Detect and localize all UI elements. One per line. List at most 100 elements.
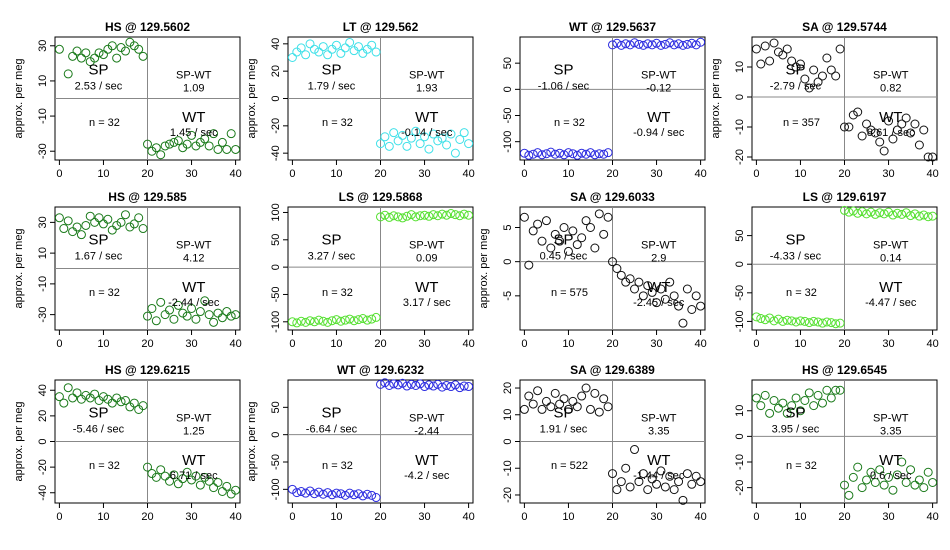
data-point-sp (98, 219, 108, 229)
data-point-sp (795, 59, 805, 69)
data-point-wt (696, 37, 706, 47)
data-point-wt (165, 305, 175, 315)
data-point-wt (914, 140, 924, 150)
data-point-sp (550, 149, 560, 159)
data-point-sp (822, 317, 832, 327)
data-point-wt (442, 210, 452, 220)
data-point-wt (897, 209, 907, 219)
chart-title: WT @ 129.5637 (569, 20, 656, 34)
x-tick-label: 10 (330, 511, 342, 523)
sp-wt-value: 0.82 (880, 83, 901, 95)
sp-wt-label: SP-WT (873, 70, 909, 82)
data-point-wt (665, 38, 675, 48)
chart-panel-6: LS @ 129.5868 0 10 20 30 40 -100 -50 0 50 100 SP 3.2… (270, 190, 475, 350)
wt-rate: -1.44 / sec (633, 470, 685, 482)
data-point-wt (222, 307, 232, 317)
wt-rate: -0.94 / sec (633, 127, 685, 139)
data-point-wt (204, 141, 214, 151)
y-tick-label: -50 (734, 285, 746, 301)
data-point-wt (857, 207, 867, 217)
x-tick-label: 20 (838, 338, 850, 350)
data-point-wt (848, 472, 858, 482)
data-point-sp (599, 149, 609, 159)
data-point-wt (888, 134, 898, 144)
data-point-wt (195, 307, 205, 317)
n-count: n = 32 (89, 287, 120, 299)
y-tick-label: -30 (37, 307, 49, 323)
data-point-wt (840, 205, 849, 215)
data-point-wt (643, 281, 653, 291)
data-point-sp (116, 217, 126, 227)
data-point-sp (817, 71, 827, 81)
data-point-sp (76, 53, 86, 63)
data-point-sp (791, 393, 801, 403)
data-point-sp (309, 317, 319, 327)
data-point-wt (678, 495, 688, 505)
data-point-wt (621, 463, 631, 473)
data-point-sp (59, 224, 69, 234)
data-point-sp (314, 315, 324, 325)
data-point-wt (638, 291, 648, 301)
x-tick-label: 20 (606, 511, 618, 523)
data-point-sp (765, 313, 775, 323)
data-point-sp (590, 243, 600, 253)
data-point-wt (411, 212, 421, 222)
y-tick-label: -10 (734, 119, 746, 135)
data-point-wt (897, 119, 907, 129)
y-tick-label: -100 (270, 478, 282, 500)
data-point-wt (647, 40, 657, 50)
data-point-sp (559, 394, 569, 404)
wt-rate: 1.45 / sec (170, 127, 218, 139)
data-point-wt (892, 208, 902, 218)
data-point-sp (362, 315, 372, 325)
data-point-sp (546, 402, 556, 412)
sp-wt-label: SP-WT (176, 413, 212, 425)
data-point-sp (125, 222, 135, 232)
x-tick-label: 10 (562, 338, 574, 350)
data-point-sp (782, 315, 792, 325)
sp-label: SP (88, 405, 108, 422)
data-point-wt (209, 317, 219, 327)
data-point-wt (608, 40, 617, 50)
data-point-wt (656, 40, 666, 50)
data-point-wt (380, 210, 390, 220)
data-point-wt (169, 314, 179, 324)
data-point-wt (231, 144, 241, 154)
wt-rate: 0.6 / sec (870, 470, 912, 482)
sp-wt-label: SP-WT (873, 240, 909, 252)
data-point-wt (389, 128, 399, 138)
x-tick-label: 0 (521, 338, 527, 350)
y-tick-label: -50 (502, 108, 514, 124)
data-point-wt (442, 140, 452, 150)
y-tick-label: -20 (734, 480, 746, 496)
data-point-wt (656, 284, 666, 294)
data-point-sp (367, 490, 377, 500)
y-tick-label: 40 (37, 384, 49, 396)
data-point-wt (420, 132, 430, 142)
data-point-sp (835, 44, 845, 54)
data-point-sp (572, 402, 582, 412)
data-point-sp (358, 314, 368, 324)
data-point-sp (594, 149, 604, 159)
data-point-wt (147, 303, 157, 313)
data-point-wt (464, 139, 474, 149)
data-point-sp (585, 148, 595, 158)
data-point-sp (765, 408, 775, 418)
data-point-sp (314, 47, 324, 57)
data-point-sp (804, 388, 814, 398)
data-point-wt (151, 143, 161, 153)
chart-title: HS @ 129.6545 (802, 363, 887, 377)
data-point-wt (660, 294, 670, 304)
data-point-sp (116, 397, 126, 407)
data-point-wt (638, 40, 648, 50)
data-point-sp (817, 318, 827, 328)
data-point-sp (555, 236, 565, 246)
data-point-wt (160, 141, 170, 151)
wt-rate: -4.47 / sec (865, 297, 917, 309)
y-tick-label: 5 (502, 224, 514, 230)
data-point-wt (200, 296, 210, 306)
x-tick-label: 0 (753, 338, 759, 350)
sp-label: SP (88, 62, 108, 79)
x-tick-label: 20 (374, 338, 386, 350)
n-count: n = 32 (322, 117, 353, 129)
